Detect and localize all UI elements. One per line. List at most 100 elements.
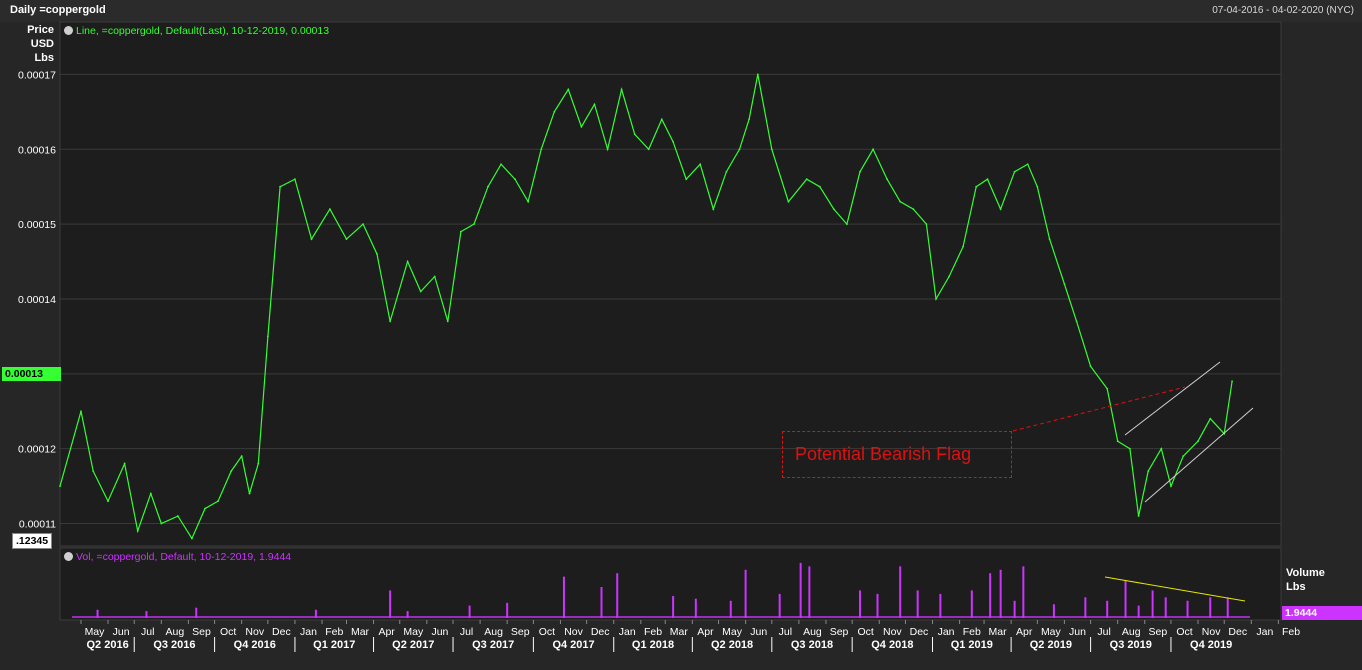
annotation-box[interactable]: Potential Bearish Flag	[782, 431, 1012, 478]
x-month-label: Apr	[378, 626, 395, 638]
price-point	[345, 238, 348, 240]
volume-bar	[600, 587, 603, 618]
title-bar: Daily =coppergold 07-04-2016 - 04-02-202…	[0, 0, 1362, 22]
x-month-label: Jan	[300, 626, 317, 638]
volume-bar	[916, 590, 919, 618]
price-point	[1170, 485, 1172, 488]
volume-bar	[562, 576, 565, 618]
volume-bar	[96, 609, 99, 618]
price-point	[1137, 515, 1140, 517]
price-point	[818, 185, 821, 188]
price-point	[660, 118, 663, 121]
x-month-label: Nov	[564, 626, 583, 638]
y-tick-label: 0.00012	[18, 444, 56, 456]
price-series-line[interactable]	[59, 74, 1233, 540]
legend-toggle-icon[interactable]	[64, 552, 73, 561]
volume-bar	[808, 566, 811, 618]
x-month-label: Feb	[963, 626, 981, 638]
price-point	[1116, 440, 1119, 443]
price-point	[999, 208, 1002, 211]
annotation-connector	[1012, 386, 1186, 432]
volume-bar	[799, 562, 802, 618]
volume-bar	[1124, 580, 1127, 618]
price-point	[1063, 283, 1066, 285]
price-point	[59, 485, 61, 488]
x-month-label: Jul	[141, 626, 154, 638]
price-point	[149, 492, 152, 495]
date-range[interactable]: 07-04-2016 - 04-02-2020 (NYC)	[1212, 5, 1354, 16]
x-quarter-label: Q2 2018	[711, 639, 753, 651]
volume-bar	[989, 573, 992, 618]
volume-trendline[interactable]	[1104, 576, 1246, 602]
x-quarter-label: Q2 2019	[1030, 639, 1072, 651]
volume-bar	[744, 569, 747, 618]
last-volume-box: 1.9444	[1282, 606, 1362, 620]
x-month-label: Jan	[938, 626, 955, 638]
x-month-label: Nov	[245, 626, 264, 638]
x-month-label: Aug	[803, 626, 822, 638]
x-quarter-label: Q2 2016	[86, 639, 128, 651]
x-month-label: Dec	[1228, 626, 1247, 638]
x-month-label: Mar	[351, 626, 370, 638]
price-point	[787, 200, 790, 203]
volume-legend-text: Vol, =coppergold, Default, 10-12-2019, 1…	[76, 551, 292, 563]
volume-bar	[314, 609, 317, 618]
price-point	[606, 148, 609, 151]
price-point	[362, 223, 364, 226]
price-point	[473, 223, 475, 226]
price-point	[419, 290, 422, 293]
price-point	[1048, 238, 1051, 240]
volume-bar	[406, 611, 409, 618]
price-point	[805, 178, 808, 181]
volume-legend[interactable]: Vol, =coppergold, Default, 10-12-2019, 1…	[64, 551, 291, 563]
price-point	[266, 335, 269, 338]
price-legend[interactable]: Line, =coppergold, Default(Last), 10-12-…	[64, 25, 329, 37]
x-month-label: Jun	[113, 626, 130, 638]
price-point	[948, 275, 951, 278]
x-month-label: May	[722, 626, 743, 638]
flag-upper-line[interactable]	[1124, 361, 1221, 436]
price-point	[580, 125, 583, 128]
price-legend-text: Line, =coppergold, Default(Last), 10-12-…	[76, 25, 330, 37]
y-tick-label: 0.00016	[18, 144, 56, 156]
y-tick-label: 0.00017	[18, 69, 56, 81]
flag-lower-line[interactable]	[1144, 407, 1254, 503]
x-month-label: Feb	[1282, 626, 1300, 638]
x-month-label: Oct	[539, 626, 555, 638]
x-month-label: Nov	[883, 626, 902, 638]
price-point	[328, 208, 331, 211]
volume-bar	[694, 598, 697, 618]
price-point	[123, 462, 126, 465]
x-month-label: Sep	[1149, 626, 1168, 638]
x-month-label: Dec	[272, 626, 291, 638]
volume-plot-area	[59, 547, 1282, 621]
x-month-label: Sep	[192, 626, 211, 638]
price-point	[240, 455, 243, 458]
x-month-label: Jan	[1256, 626, 1273, 638]
price-point	[1209, 417, 1212, 420]
price-point	[514, 178, 516, 181]
price-point	[567, 88, 570, 91]
price-unit-label: Price USD Lbs	[14, 23, 54, 65]
annotation-text: Potential Bearish Flag	[795, 444, 972, 464]
x-quarter-label: Q4 2018	[871, 639, 913, 651]
volume-bar	[145, 611, 148, 618]
x-month-label: Oct	[858, 626, 874, 638]
legend-toggle-icon[interactable]	[64, 26, 73, 35]
price-point	[107, 500, 109, 502]
price-point	[633, 133, 636, 136]
price-point	[886, 178, 889, 181]
x-quarter-label: Q1 2018	[632, 639, 674, 651]
price-point	[846, 223, 848, 226]
volume-bar	[1209, 597, 1212, 618]
volume-bar	[1151, 590, 1154, 618]
x-month-label: Mar	[989, 626, 1008, 638]
price-point	[446, 320, 449, 323]
unit-line: Lbs	[1286, 581, 1306, 593]
volume-bar	[1013, 600, 1016, 618]
price-point	[1160, 447, 1163, 450]
x-quarter-label: Q4 2016	[234, 639, 276, 651]
volume-bar	[999, 569, 1002, 618]
price-point	[1026, 163, 1029, 166]
